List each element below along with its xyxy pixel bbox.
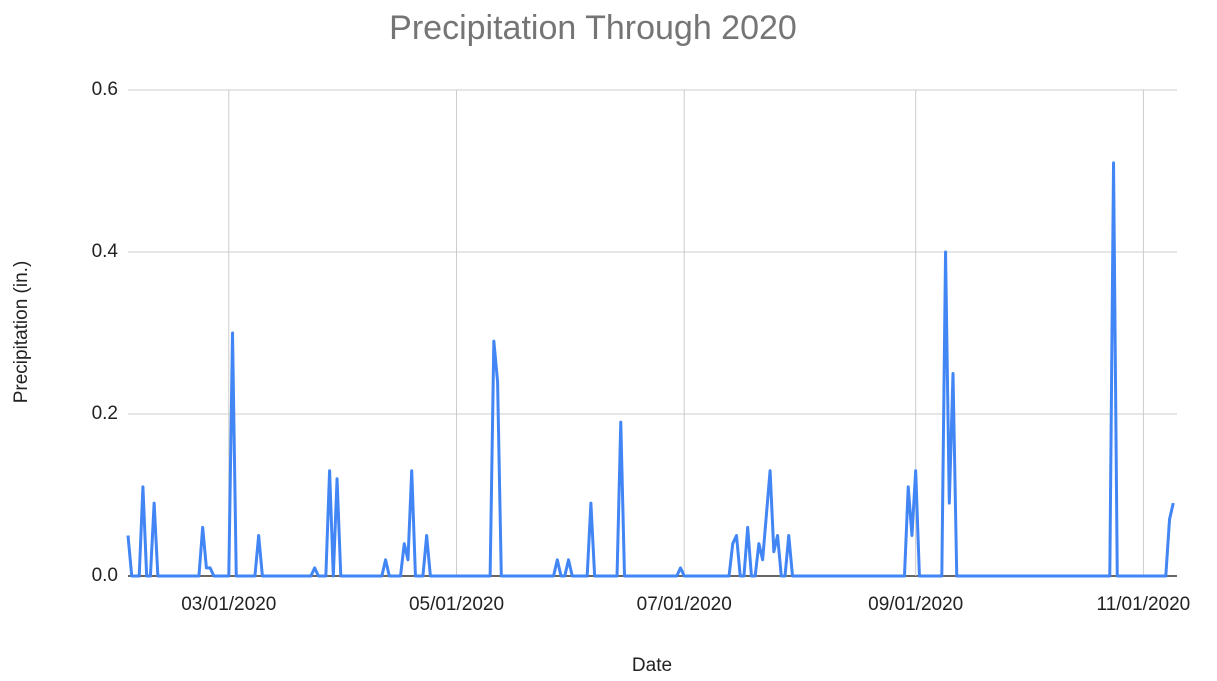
y-tick-label: 0.2	[92, 403, 118, 424]
y-axis-label: Precipitation (in.)	[11, 261, 32, 404]
x-axis-label: Date	[632, 655, 672, 676]
y-tick-label: 0.6	[92, 79, 118, 100]
x-tick-label: 09/01/2020	[868, 594, 963, 615]
data-line	[126, 161, 1175, 578]
y-tick-label: 0.0	[92, 565, 118, 586]
y-tick-label: 0.4	[92, 241, 119, 262]
x-tick-label: 07/01/2020	[637, 594, 732, 615]
chart-title: Precipitation Through 2020	[389, 9, 797, 47]
x-tick-label: 05/01/2020	[409, 594, 504, 615]
x-tick-label: 11/01/2020	[1097, 594, 1191, 615]
x-tick-label: 03/01/2020	[181, 594, 276, 615]
